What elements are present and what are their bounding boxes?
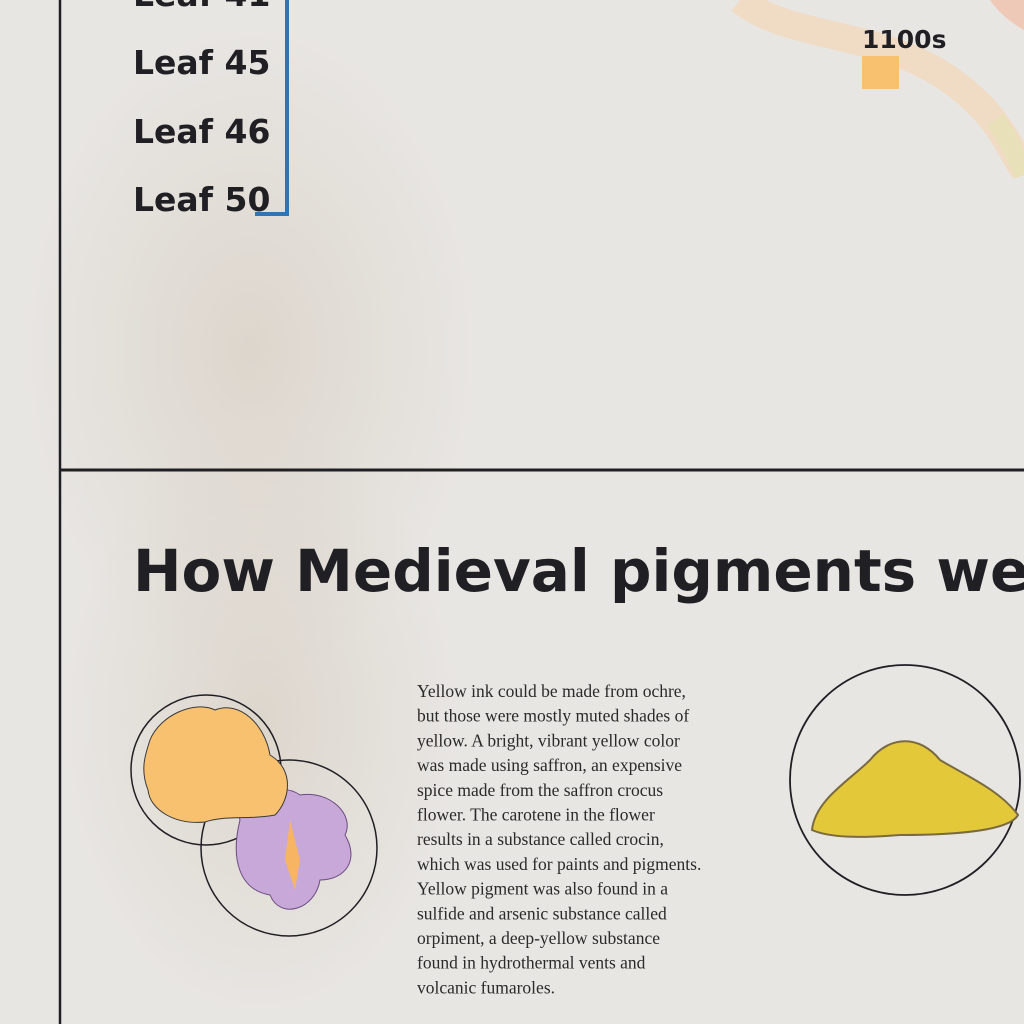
body-text: Yellow ink could be made from ochre, but … [417, 681, 701, 997]
body-line: orpiment, a deep-yellow substance [417, 928, 660, 948]
leaf-label: Leaf 45 [133, 43, 270, 82]
stain [60, 420, 460, 1020]
body-line: yellow. A bright, vibrant yellow color [417, 730, 680, 750]
body-line: volcanic fumaroles. [417, 977, 555, 997]
leaf-label: Leaf 41 [133, 0, 270, 14]
body-line: which was used for paints and pigments. [417, 854, 701, 874]
leaf-label: Leaf 50 [133, 180, 270, 219]
body-line: spice made from the saffron crocus [417, 780, 663, 800]
orpiment-illustration [789, 664, 1021, 896]
body-line: Yellow ink could be made from ochre, [417, 681, 686, 701]
body-line: flower. The carotene in the flower [417, 805, 655, 825]
section-title: How Medieval pigments were [133, 537, 1024, 605]
timeline-band [990, 0, 1024, 30]
body-line: but those were mostly muted shades of [417, 706, 689, 726]
leaf-label: Leaf 46 [133, 112, 270, 151]
ochre-illustration [130, 694, 378, 937]
timeline-band [986, 114, 1024, 179]
body-line: was made using saffron, an expensive [417, 755, 682, 775]
body-line: sulfide and arsenic substance called [417, 903, 667, 923]
bracket [255, 0, 289, 216]
body-line: found in hydrothermal vents and [417, 953, 646, 973]
era-label: 1100s [862, 25, 946, 54]
body-line: Yellow pigment was also found in a [417, 879, 668, 899]
body-line: results in a substance called crocin, [417, 829, 664, 849]
era-marker [862, 56, 899, 89]
